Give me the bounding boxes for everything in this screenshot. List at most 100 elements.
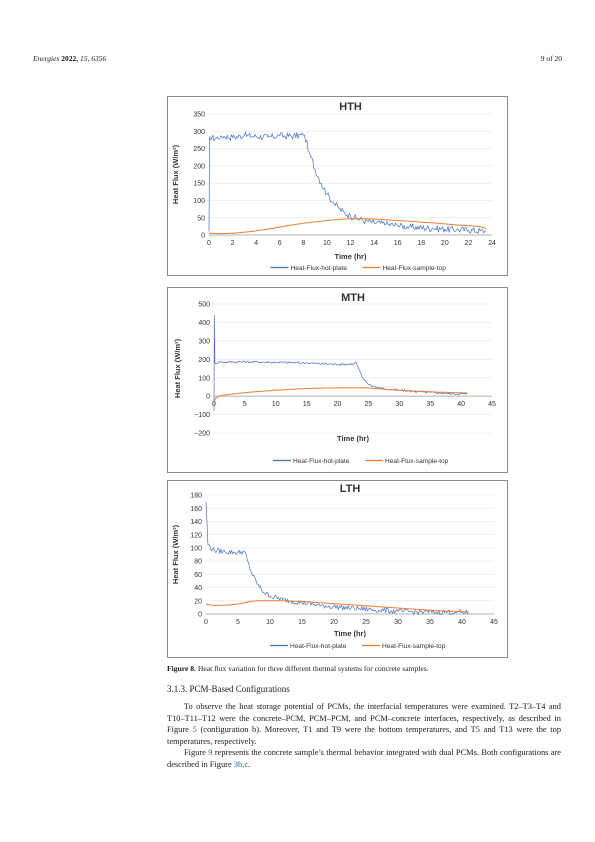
y-tick-label: 250 bbox=[193, 146, 205, 153]
series-line-hot-plate bbox=[213, 314, 468, 411]
x-tick-label: 20 bbox=[334, 401, 342, 408]
legend-label: Heat-Flux-sample-top bbox=[383, 265, 447, 272]
y-tick-label: 350 bbox=[193, 112, 205, 119]
x-tick-label: 10 bbox=[272, 401, 280, 408]
y-tick-label: 500 bbox=[198, 302, 210, 309]
paragraph-1-text-a: To observe the heat storage potential of… bbox=[167, 702, 561, 735]
y-tick-label: 150 bbox=[193, 181, 205, 188]
paragraph-2-text-a: Figure bbox=[184, 748, 206, 758]
legend-label: Heat-Flux-hot-plate bbox=[291, 265, 348, 272]
x-tick-label: 10 bbox=[323, 240, 331, 247]
series-line-hot-plate bbox=[205, 501, 469, 615]
chart-lth-svg: 0 20 40 60 80 100 120 140 160 180 0 5 10 15 20 25 30 35 40… bbox=[171, 483, 498, 650]
x-tick-label: 24 bbox=[488, 240, 496, 247]
x-tick-label: 20 bbox=[441, 240, 449, 247]
x-tick-label: 0 bbox=[204, 619, 208, 626]
x-tick-label: 8 bbox=[301, 240, 305, 247]
journal-citation: Energies 2022, 15, 6356 bbox=[33, 54, 106, 63]
figure-caption-text: Heat flux variation for three different … bbox=[197, 664, 429, 673]
y-tick-label: 100 bbox=[190, 545, 202, 552]
y-tick-label: −200 bbox=[194, 431, 210, 438]
figure-label: Figure 8. bbox=[167, 664, 196, 673]
x-tick-label: 12 bbox=[347, 240, 355, 247]
x-axis-title: Time (hr) bbox=[335, 252, 367, 261]
paragraph-2-text-c: . bbox=[247, 759, 251, 769]
y-tick-label: 200 bbox=[198, 357, 210, 364]
x-tick-label: 40 bbox=[457, 401, 465, 408]
x-tick-label: 2 bbox=[231, 240, 235, 247]
x-tick-label: 5 bbox=[243, 401, 247, 408]
paragraph-2-text-b: represents the concrete sample’s thermal… bbox=[167, 748, 562, 769]
journal-name: Energies bbox=[33, 54, 60, 63]
y-tick-label: 300 bbox=[193, 129, 205, 136]
chart-title: HTH bbox=[339, 101, 362, 113]
paragraph-1-text-b: (configuration b). Moreover, T1 and T9 w… bbox=[167, 725, 562, 746]
figure-3-link[interactable]: 3b,c bbox=[233, 759, 248, 769]
y-tick-label: 20 bbox=[194, 598, 202, 605]
y-tick-label: 120 bbox=[190, 532, 202, 539]
x-tick-label: 45 bbox=[488, 401, 496, 408]
chart-hth: 0 50 100 150 200 250 300 350 0 2 4 6 8 10 12 14 16 18 20 22… bbox=[167, 96, 508, 276]
y-tick-label: 100 bbox=[193, 198, 205, 205]
gridlines bbox=[206, 494, 494, 615]
y-tick-label: 200 bbox=[193, 163, 205, 170]
legend-label: Heat-Flux-hot-plate bbox=[290, 643, 347, 650]
figure-5-link[interactable]: 5 bbox=[192, 725, 197, 735]
paragraph-2: Figure 9 represents the concrete sample’… bbox=[167, 747, 561, 770]
y-axis-title: Heat Flux (W/m²) bbox=[173, 338, 182, 398]
y-tick-label: 160 bbox=[190, 506, 202, 513]
y-tick-label: 40 bbox=[194, 585, 202, 592]
x-axis-title: Time (hr) bbox=[334, 629, 366, 638]
y-tick-label: 400 bbox=[198, 320, 210, 327]
gridlines bbox=[214, 303, 492, 434]
x-tick-label: 25 bbox=[365, 401, 373, 408]
y-tick-label: 80 bbox=[194, 559, 202, 566]
x-tick-label: 35 bbox=[426, 619, 434, 626]
x-tick-label: 15 bbox=[303, 401, 311, 408]
y-tick-label: 180 bbox=[190, 493, 202, 500]
x-tick-label: 30 bbox=[394, 619, 402, 626]
chart-title: LTH bbox=[340, 483, 361, 495]
y-tick-label: 60 bbox=[194, 572, 202, 579]
gridlines bbox=[209, 113, 492, 236]
series-line-hot-plate bbox=[208, 131, 487, 234]
y-tick-label: 0 bbox=[198, 612, 202, 619]
y-tick-label: 300 bbox=[198, 338, 210, 345]
figure-9-link[interactable]: 9 bbox=[208, 748, 213, 758]
x-tick-label: 20 bbox=[330, 619, 338, 626]
x-tick-label: 14 bbox=[370, 240, 378, 247]
legend-label: Heat-Flux-hot-plate bbox=[293, 458, 350, 465]
x-tick-label: 15 bbox=[298, 619, 306, 626]
x-tick-label: 0 bbox=[207, 240, 211, 247]
x-tick-label: 18 bbox=[417, 240, 425, 247]
y-tick-label: 0 bbox=[201, 233, 205, 240]
y-tick-label: −100 bbox=[194, 412, 210, 419]
page-number: 9 of 20 bbox=[540, 54, 562, 63]
legend-label: Heat-Flux-sample-top bbox=[382, 643, 446, 650]
x-tick-label: 6 bbox=[278, 240, 282, 247]
series-line-sample-top bbox=[213, 387, 468, 402]
x-tick-label: 4 bbox=[254, 240, 258, 247]
journal-volume: 15, 6356 bbox=[80, 54, 107, 63]
section-heading: 3.1.3. PCM-Based Configurations bbox=[167, 684, 290, 694]
series-line-sample-top bbox=[205, 600, 469, 613]
x-tick-label: 30 bbox=[395, 401, 403, 408]
x-tick-label: 22 bbox=[465, 240, 473, 247]
legend-label: Heat-Flux-sample-top bbox=[385, 458, 449, 465]
chart-title: MTH bbox=[341, 292, 365, 304]
x-tick-label: 16 bbox=[394, 240, 402, 247]
y-tick-label: 0 bbox=[206, 394, 210, 401]
x-tick-label: 35 bbox=[426, 401, 434, 408]
chart-lth: 0 20 40 60 80 100 120 140 160 180 0 5 10 15 20 25 30 35 40… bbox=[167, 480, 508, 658]
chart-mth: −200 −100 0 100 200 300 400 500 0 5 10 15 20 25 30 35 40… bbox=[167, 287, 508, 473]
y-tick-label: 50 bbox=[197, 215, 205, 222]
figure-caption: Figure 8. Heat flux variation for three … bbox=[167, 664, 567, 673]
x-tick-label: 25 bbox=[362, 619, 370, 626]
x-tick-label: 40 bbox=[458, 619, 466, 626]
series-line-sample-top bbox=[209, 218, 487, 235]
y-axis-title: Heat Flux (W/m²) bbox=[171, 524, 180, 584]
journal-year: 2022, bbox=[61, 54, 79, 63]
running-header: Energies 2022, 15, 6356 9 of 20 bbox=[0, 54, 595, 68]
